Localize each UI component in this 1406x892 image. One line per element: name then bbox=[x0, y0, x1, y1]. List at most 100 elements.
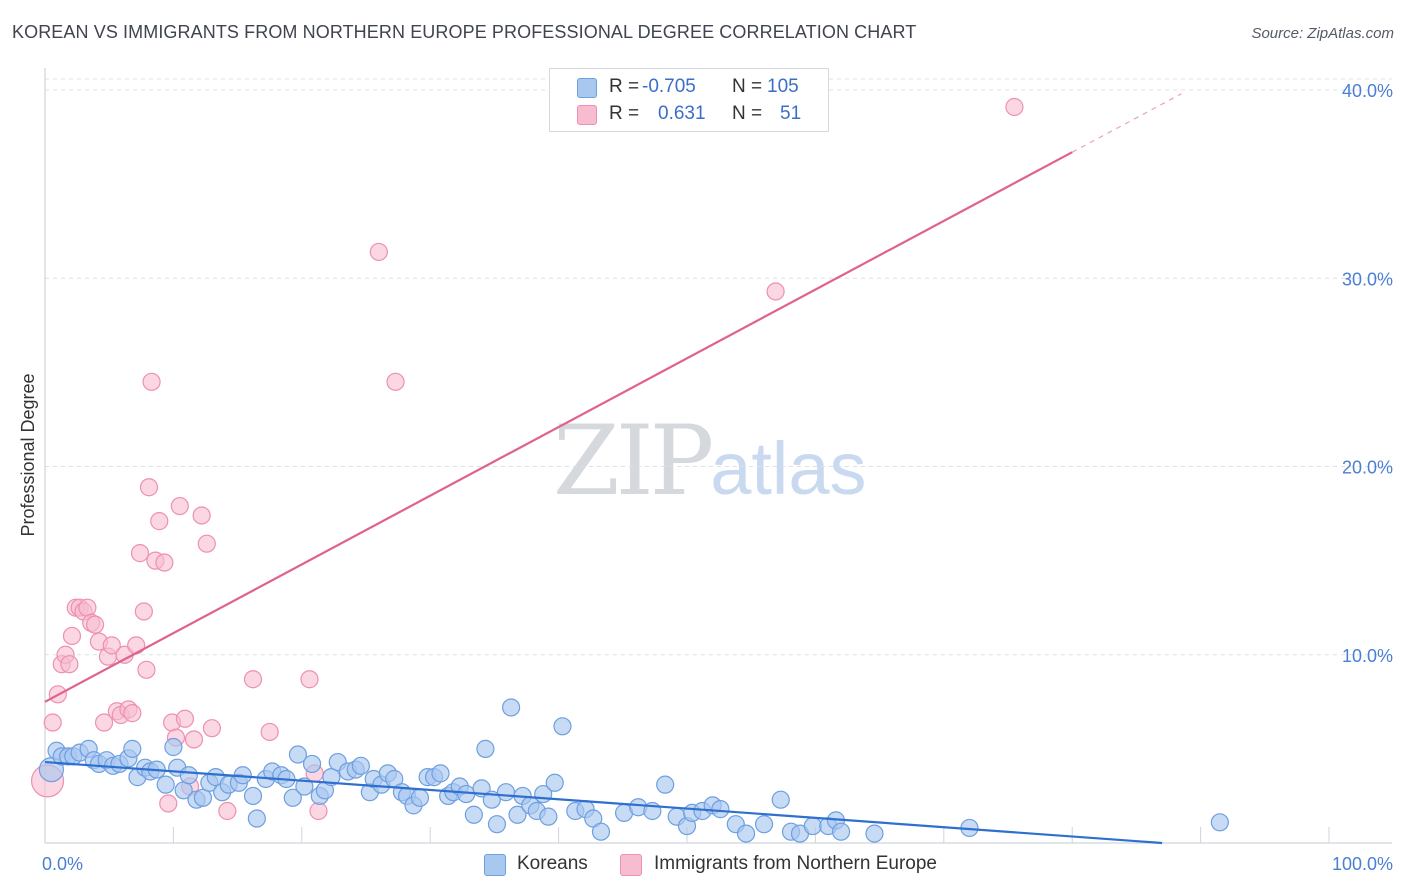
immigrants-trend-line bbox=[44, 151, 1073, 703]
immigrants-point bbox=[1005, 97, 1024, 117]
legend-r-label: R = bbox=[609, 76, 640, 97]
immigrants-point bbox=[300, 670, 319, 689]
immigrants-point bbox=[243, 670, 263, 689]
immigrants-point bbox=[102, 636, 121, 655]
koreans-point bbox=[123, 739, 142, 758]
legend-r-label: R = bbox=[609, 103, 640, 124]
correlation-legend: R = -0.705 N = 105 R = 0.631 N = 51 bbox=[549, 68, 829, 132]
axes bbox=[44, 68, 1392, 844]
koreans-point bbox=[496, 783, 516, 802]
immigrants-point bbox=[202, 719, 222, 738]
koreans-point bbox=[539, 807, 558, 826]
koreans-point bbox=[591, 822, 611, 841]
legend-r-value: -0.705 bbox=[642, 76, 696, 97]
chart-title: KOREAN VS IMMIGRANTS FROM NORTHERN EUROP… bbox=[12, 22, 917, 42]
immigrants-point bbox=[218, 801, 237, 821]
koreans-point bbox=[508, 805, 527, 824]
koreans-point bbox=[831, 822, 851, 841]
koreans-point bbox=[431, 764, 450, 783]
immigrants-point bbox=[766, 282, 785, 301]
koreans-point bbox=[156, 775, 175, 794]
legend-r-value: 0.631 bbox=[658, 103, 706, 124]
immigrants-point bbox=[134, 602, 153, 621]
gridlines bbox=[45, 78, 1392, 656]
koreans-point bbox=[243, 786, 263, 806]
bottom-legend-label-koreans: Koreans bbox=[517, 853, 588, 874]
watermark-atlas: atlas bbox=[710, 427, 867, 510]
koreans-point bbox=[410, 788, 430, 807]
koreans-point bbox=[656, 775, 675, 794]
koreans-trend-line bbox=[44, 760, 1163, 845]
y-tick-label: 40.0% bbox=[1342, 81, 1393, 101]
koreans-point bbox=[1210, 813, 1229, 832]
y-tick-label: 20.0% bbox=[1342, 458, 1393, 478]
immigrants-point bbox=[150, 512, 169, 531]
koreans-point bbox=[803, 816, 822, 836]
immigrants-point bbox=[123, 704, 142, 723]
koreans-point bbox=[476, 739, 495, 758]
source-label: Source: ZipAtlas.com bbox=[1251, 25, 1394, 42]
koreans-point bbox=[288, 745, 308, 764]
koreans-point bbox=[711, 800, 730, 819]
koreans-point bbox=[865, 824, 884, 843]
legend-swatch-immigrants bbox=[577, 105, 597, 125]
immigrants-point bbox=[369, 242, 388, 262]
koreans-point bbox=[487, 815, 507, 834]
immigrants-point bbox=[184, 730, 204, 749]
x-tick-label: 0.0% bbox=[42, 854, 83, 874]
immigrants-point bbox=[159, 794, 178, 813]
watermark: ZIPatlas bbox=[553, 405, 867, 517]
koreans-point bbox=[179, 766, 198, 785]
bottom-legend-swatch-immigrants bbox=[620, 854, 642, 876]
immigrants-point bbox=[155, 553, 174, 572]
immigrants-point bbox=[127, 636, 146, 655]
koreans-point bbox=[351, 756, 370, 775]
immigrants-point bbox=[94, 713, 114, 732]
immigrants-point bbox=[192, 506, 211, 525]
immigrants-point bbox=[43, 713, 62, 732]
x-tick-label: 100.0% bbox=[1332, 854, 1393, 874]
koreans-point bbox=[553, 717, 572, 736]
immigrants-trend-extension bbox=[1071, 93, 1182, 153]
koreans-point bbox=[283, 788, 302, 807]
koreans-points bbox=[38, 698, 1229, 843]
immigrants-point bbox=[260, 722, 279, 742]
koreans-point bbox=[193, 788, 213, 807]
koreans-point bbox=[164, 737, 183, 757]
y-tick-label: 10.0% bbox=[1342, 646, 1393, 666]
legend-n-label: N = bbox=[732, 103, 763, 124]
koreans-point bbox=[322, 768, 341, 787]
koreans-point bbox=[736, 824, 756, 843]
legend-n-value: 51 bbox=[780, 103, 802, 124]
koreans-point bbox=[754, 815, 774, 834]
koreans-point bbox=[464, 805, 483, 824]
immigrants-point bbox=[170, 496, 189, 516]
legend-n-value: 105 bbox=[767, 76, 799, 97]
bottom-legend-swatch-koreans bbox=[484, 854, 506, 876]
koreans-point bbox=[247, 809, 266, 828]
immigrants-point bbox=[309, 801, 328, 821]
immigrants-point bbox=[130, 544, 150, 563]
immigrants-points bbox=[30, 97, 1024, 821]
koreans-point bbox=[545, 773, 564, 792]
immigrants-point bbox=[60, 655, 79, 674]
watermark-zip: ZIP bbox=[553, 405, 714, 517]
immigrants-point bbox=[175, 709, 195, 728]
immigrants-point bbox=[386, 372, 405, 391]
immigrants-point bbox=[197, 534, 216, 553]
immigrants-point bbox=[62, 626, 82, 646]
koreans-point bbox=[295, 777, 314, 796]
y-axis-label: Professional Degree bbox=[18, 373, 38, 536]
immigrants-point bbox=[142, 372, 161, 391]
bottom-legend-label-immigrants: Immigrants from Northern Europe bbox=[654, 853, 937, 874]
koreans-point bbox=[302, 754, 322, 774]
trend-lines bbox=[44, 93, 1182, 845]
immigrants-point bbox=[78, 598, 97, 617]
koreans-point bbox=[771, 790, 790, 809]
y-tick-label: 30.0% bbox=[1342, 269, 1393, 289]
tick-labels: 10.0% 20.0% 30.0% 40.0% 0.0% 100.0% bbox=[42, 81, 1393, 874]
immigrants-point bbox=[139, 478, 159, 497]
legend-n-label: N = bbox=[732, 76, 763, 97]
immigrants-point bbox=[85, 615, 105, 634]
